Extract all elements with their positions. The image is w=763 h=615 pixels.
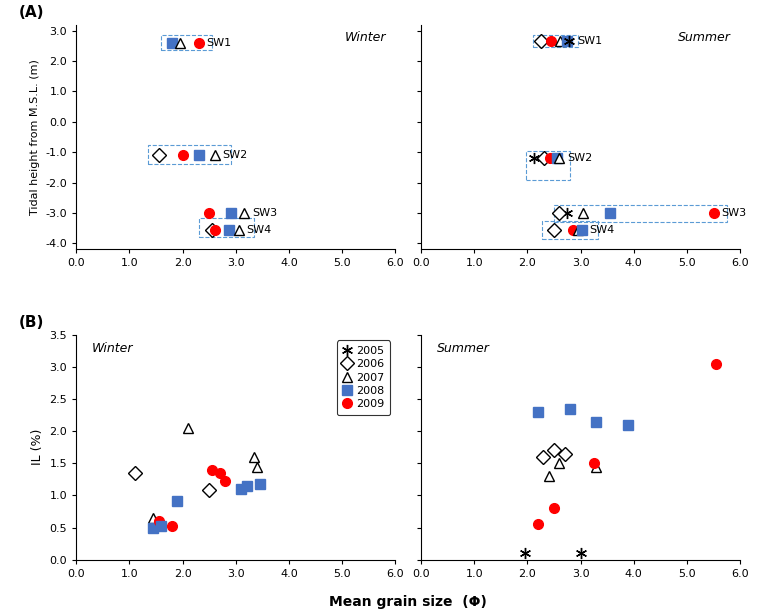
Bar bbox=[533, 35, 578, 47]
Text: Mean grain size  (Φ): Mean grain size (Φ) bbox=[330, 595, 487, 609]
Text: Summer: Summer bbox=[678, 31, 730, 44]
Text: SW1: SW1 bbox=[207, 38, 232, 48]
Legend: 2005, 2006, 2007, 2008, 2009: 2005, 2006, 2007, 2008, 2009 bbox=[337, 340, 390, 415]
Text: (A): (A) bbox=[19, 5, 44, 20]
Y-axis label: Tidal height from M.S.L. (m): Tidal height from M.S.L. (m) bbox=[30, 59, 40, 215]
Y-axis label: IL (%): IL (%) bbox=[31, 429, 44, 466]
Text: SW4: SW4 bbox=[590, 224, 615, 235]
Bar bbox=[162, 35, 212, 50]
Bar bbox=[554, 205, 727, 222]
Bar bbox=[542, 221, 598, 239]
Text: Winter: Winter bbox=[92, 341, 134, 355]
Bar bbox=[148, 145, 230, 164]
Text: SW1: SW1 bbox=[577, 36, 602, 46]
Bar bbox=[198, 218, 255, 237]
Text: SW3: SW3 bbox=[252, 208, 277, 218]
Text: SW4: SW4 bbox=[246, 224, 272, 235]
Text: Summer: Summer bbox=[437, 341, 490, 355]
Text: (B): (B) bbox=[19, 315, 44, 330]
Text: SW2: SW2 bbox=[567, 153, 593, 163]
Bar bbox=[526, 151, 570, 180]
Text: SW3: SW3 bbox=[722, 208, 747, 218]
Text: SW2: SW2 bbox=[223, 150, 248, 161]
Text: Winter: Winter bbox=[344, 31, 386, 44]
